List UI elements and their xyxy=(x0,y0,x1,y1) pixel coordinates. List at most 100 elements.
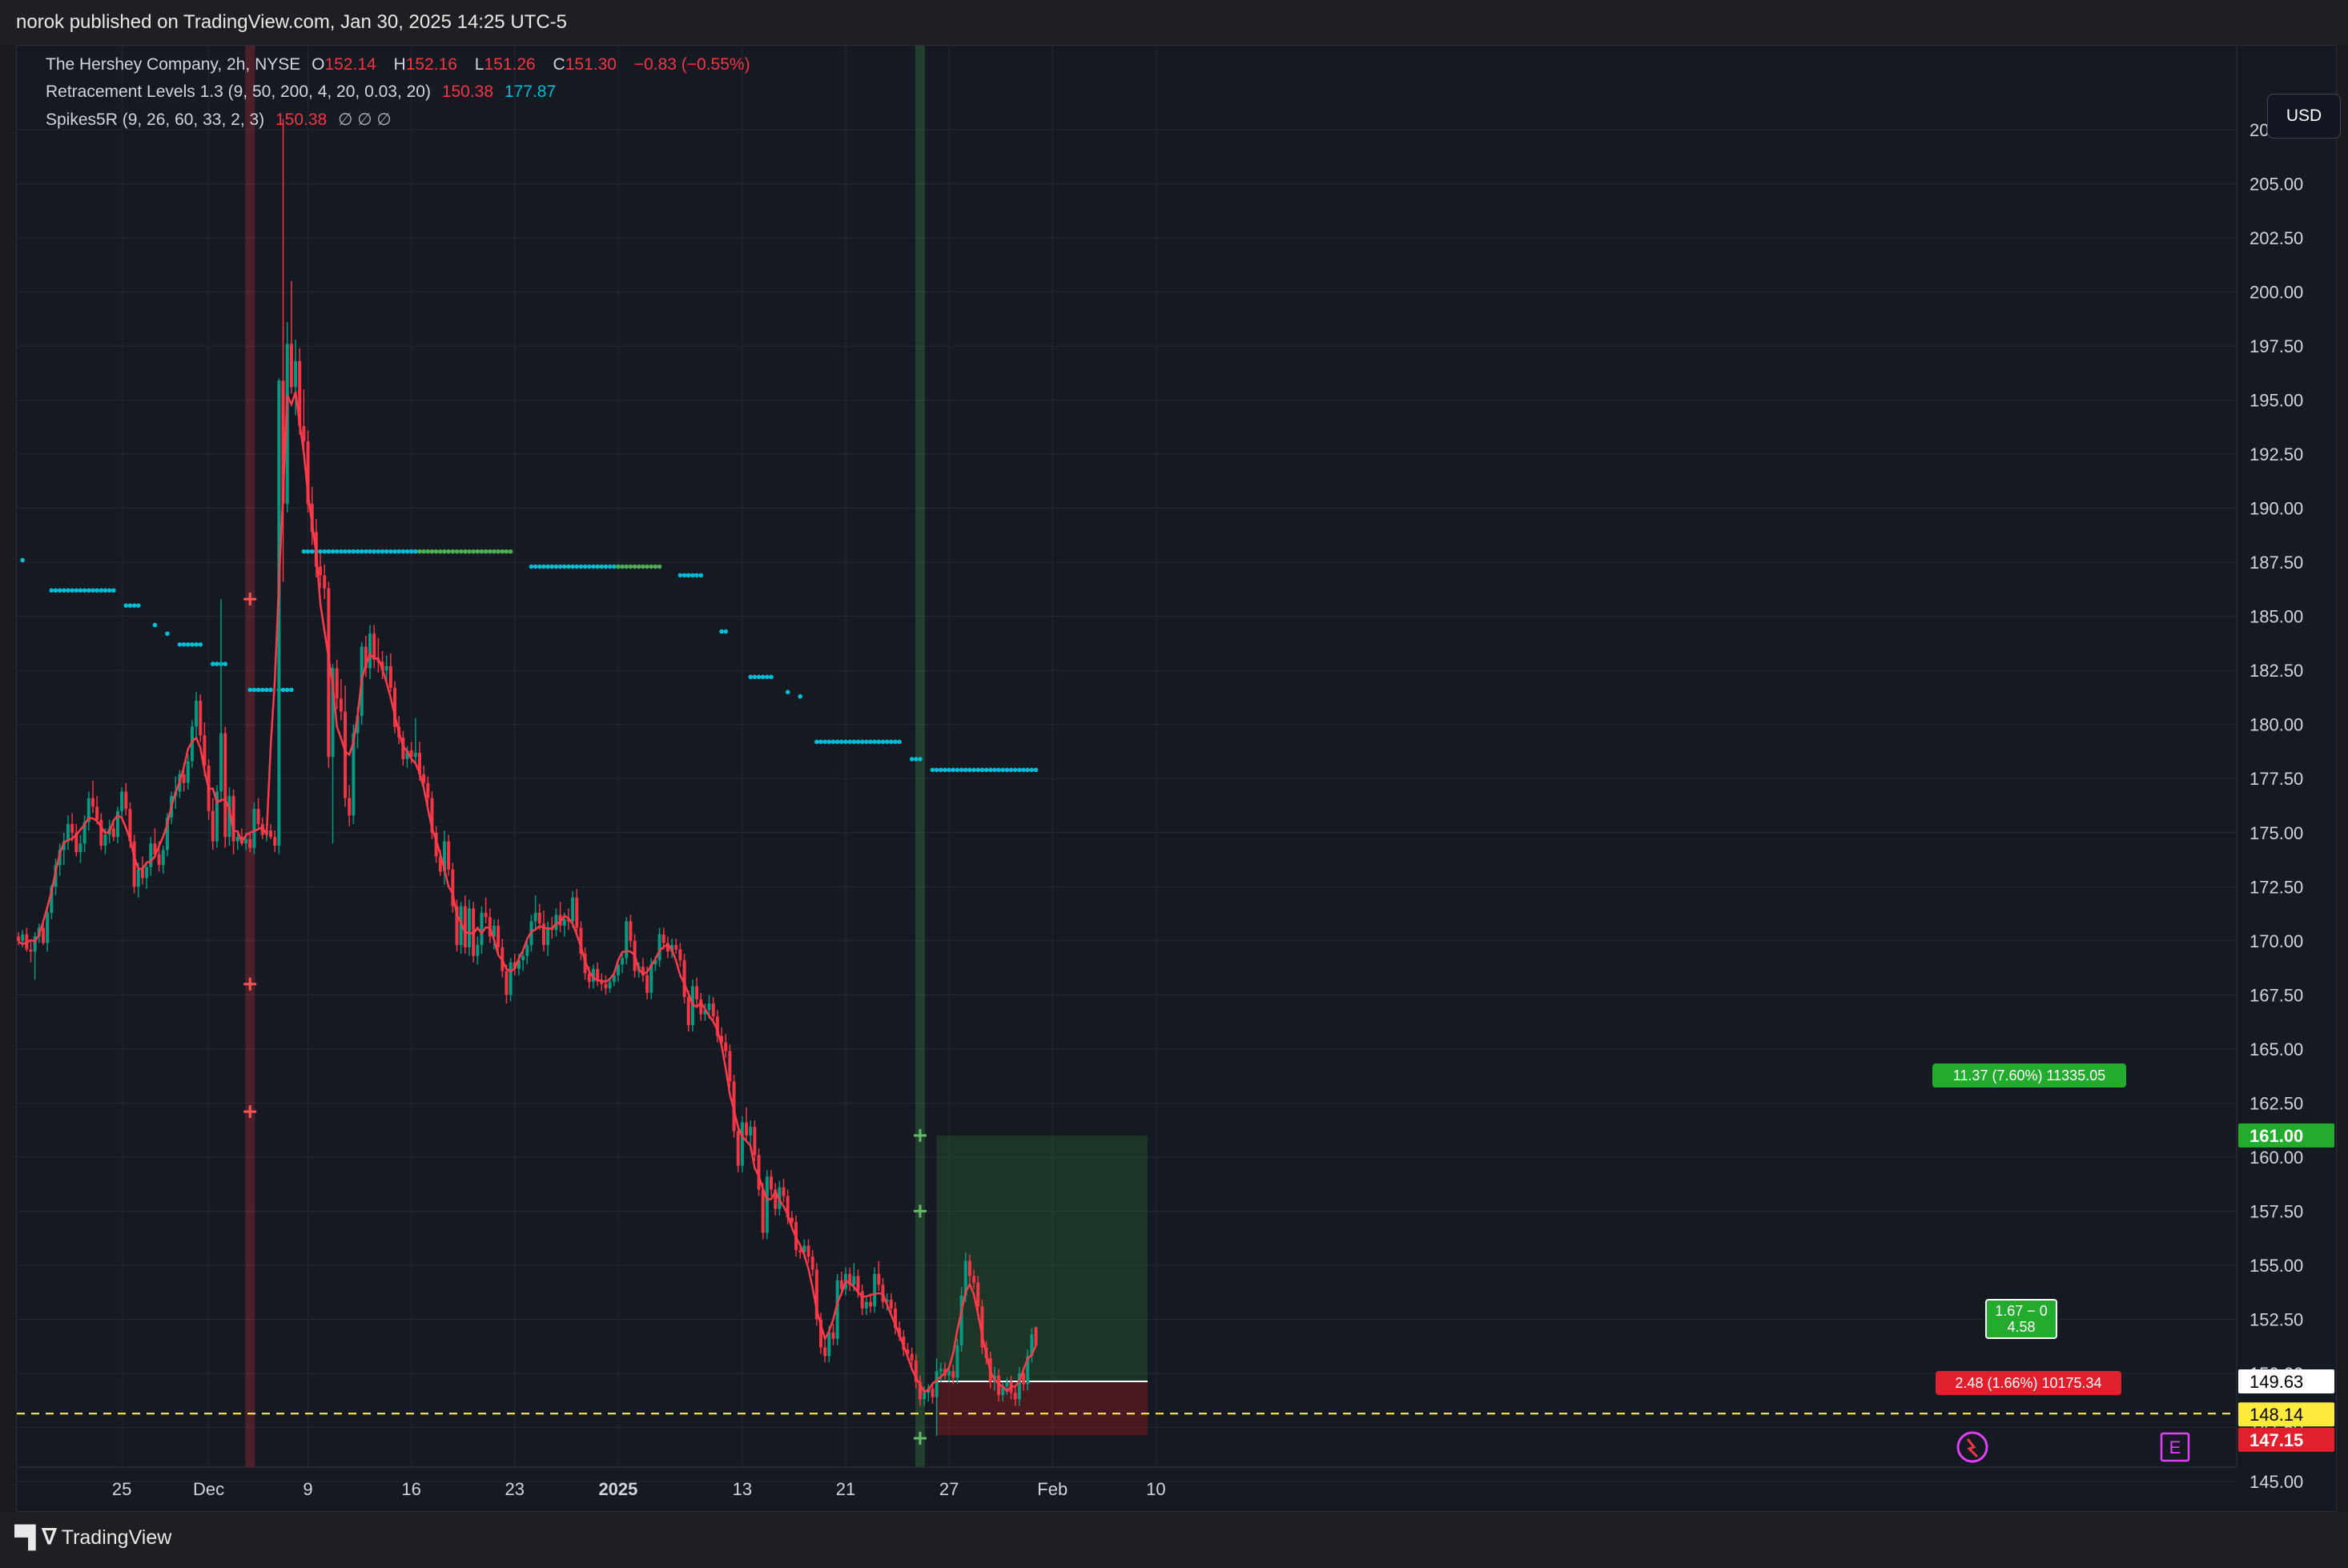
level-dot xyxy=(1021,767,1026,773)
candle-body xyxy=(29,949,33,952)
level-dot xyxy=(421,549,426,554)
candle-body xyxy=(62,841,66,850)
level-dot xyxy=(413,549,418,554)
candle-body xyxy=(480,912,484,946)
level-dot xyxy=(541,564,546,569)
legend-high: 152.16 xyxy=(405,55,457,74)
candle-body xyxy=(959,1295,963,1345)
level-dot xyxy=(372,549,376,554)
legend-close-label: C xyxy=(553,55,565,74)
level-dot xyxy=(963,767,968,773)
level-dot xyxy=(82,588,87,593)
candle-body xyxy=(488,917,492,937)
legend-close: 151.30 xyxy=(565,55,617,74)
candle-body xyxy=(541,923,545,946)
legend-indicator-spikes[interactable]: Spikes5R (9, 26, 60, 33, 2, 3) 150.38 ∅ … xyxy=(46,110,398,130)
candle-body xyxy=(66,823,70,842)
level-dot xyxy=(591,564,596,569)
candle-body xyxy=(521,955,525,961)
candle-body xyxy=(782,1187,786,1196)
level-dot xyxy=(859,739,865,745)
candle-body xyxy=(661,934,665,943)
level-dot xyxy=(830,739,836,745)
candle-body xyxy=(447,841,451,870)
footer-bar xyxy=(0,1512,2348,1568)
candle-body xyxy=(434,832,438,857)
position-target-zone xyxy=(936,1135,1148,1381)
level-dot xyxy=(347,549,352,554)
level-dot xyxy=(864,739,869,745)
level-dot xyxy=(938,767,943,773)
candle-body xyxy=(575,897,579,928)
candle-body xyxy=(289,344,293,388)
position-ratio-box[interactable]: 1.67 − 0 4.58 xyxy=(1985,1299,2057,1339)
candle-body xyxy=(190,726,194,762)
candle-body xyxy=(893,1308,897,1329)
chart-frame[interactable]: 145.00147.50150.00152.50155.00157.50160.… xyxy=(16,45,2341,1512)
level-dot xyxy=(760,674,766,680)
level-dot xyxy=(181,641,187,647)
candle-body xyxy=(476,945,480,956)
candle-body xyxy=(430,798,434,833)
level-dot xyxy=(463,549,468,554)
candle-body xyxy=(256,809,260,824)
candle-body xyxy=(786,1196,790,1218)
candle-body xyxy=(967,1260,971,1277)
legend-symbol-row: The Hershey Company, 2h, NYSE O152.14 H1… xyxy=(46,55,757,74)
candle-body xyxy=(972,1276,976,1283)
candle-body xyxy=(505,971,509,995)
level-dot xyxy=(1017,767,1022,773)
position-target-label[interactable]: 11.37 (7.60%) 11335.05 xyxy=(1932,1063,2126,1088)
level-dot xyxy=(951,767,956,773)
candle-body xyxy=(384,665,388,671)
level-dot xyxy=(955,767,960,773)
level-dot xyxy=(586,564,592,569)
candle-body xyxy=(641,967,645,976)
level-dot xyxy=(479,549,484,554)
level-dot xyxy=(339,549,344,554)
level-dot xyxy=(959,767,964,773)
candle-body xyxy=(306,440,310,505)
tradingview-logo[interactable]: ▀▌ᐁ TradingView xyxy=(14,1525,171,1550)
candle-body xyxy=(852,1276,856,1285)
candle-body xyxy=(124,791,128,810)
candle-body xyxy=(153,843,157,854)
candle-body xyxy=(625,921,629,959)
candle-body xyxy=(388,665,392,688)
level-dot xyxy=(909,757,915,762)
candle-body xyxy=(413,752,417,758)
candle-body xyxy=(335,668,339,699)
level-dot xyxy=(843,739,848,745)
candle-body xyxy=(41,927,45,943)
candlestick-chart[interactable]: 145.00147.50150.00152.50155.00157.50160.… xyxy=(17,46,2336,1511)
candle-body xyxy=(120,791,124,811)
level-dot xyxy=(549,564,555,569)
level-dot xyxy=(723,629,729,634)
indicator-spikes-empty-values: ∅ ∅ ∅ xyxy=(338,111,392,129)
level-dot xyxy=(376,549,381,554)
candle-body xyxy=(885,1300,889,1302)
level-dot xyxy=(53,588,58,593)
candle-body xyxy=(802,1245,806,1252)
currency-button[interactable]: USD xyxy=(2267,94,2341,139)
candle-body xyxy=(451,869,455,907)
candle-body xyxy=(223,733,227,838)
level-dot xyxy=(943,767,947,773)
level-dot xyxy=(20,557,25,563)
level-dot xyxy=(255,687,261,693)
candle-body xyxy=(517,960,521,969)
position-stop-label[interactable]: 2.48 (1.66%) 10175.34 xyxy=(1936,1371,2121,1395)
candle-body xyxy=(438,856,442,872)
level-dot xyxy=(971,767,976,773)
level-dot xyxy=(442,549,447,554)
candle-body xyxy=(823,1347,827,1357)
legend-indicator-retracement[interactable]: Retracement Levels 1.3 (9, 50, 200, 4, 2… xyxy=(46,82,562,102)
level-dot xyxy=(500,549,505,554)
level-dot xyxy=(471,549,476,554)
level-dot xyxy=(769,674,774,680)
candle-body xyxy=(963,1260,967,1296)
candle-body xyxy=(765,1176,769,1233)
level-dot xyxy=(1033,767,1039,773)
price-tick-label: 192.50 xyxy=(2249,444,2303,464)
indicator-retracement-value-2: 177.87 xyxy=(504,82,557,101)
